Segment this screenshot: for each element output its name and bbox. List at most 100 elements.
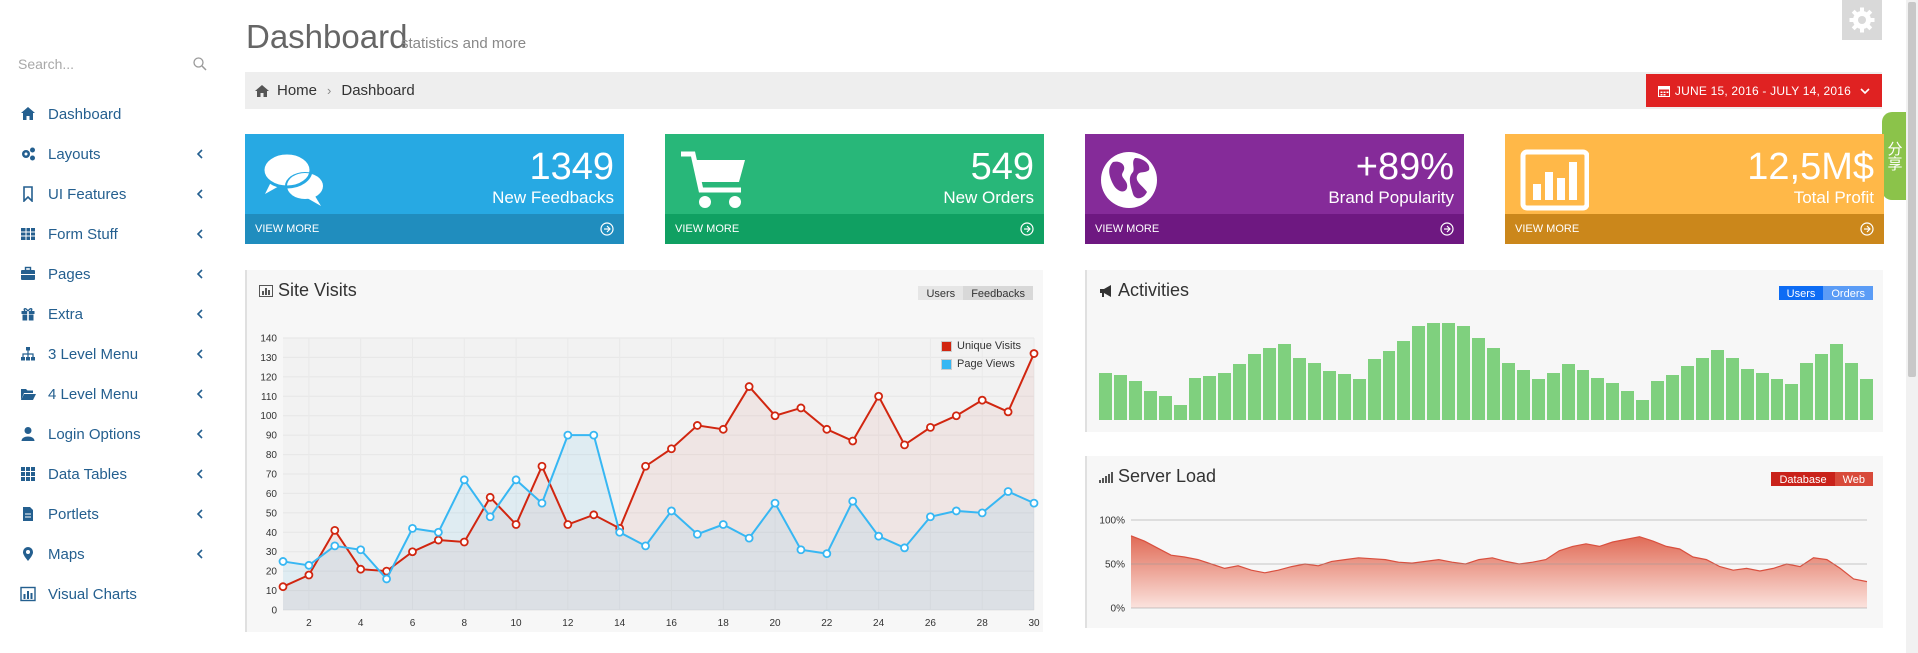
data-point — [278, 557, 288, 566]
settings-button[interactable] — [1842, 0, 1882, 40]
sidebar-menu: Dashboard Layouts UI Features Form Stuff Pag… — [0, 94, 225, 614]
sidebar-item-layouts[interactable]: Layouts — [0, 134, 225, 174]
date-range-text: JUNE 15, 2016 - JULY 14, 2016 — [1674, 83, 1852, 98]
page-scrollbar[interactable] — [1906, 0, 1918, 653]
activity-bar — [1651, 381, 1665, 420]
sidebar-item-pages[interactable]: Pages — [0, 254, 225, 294]
sidebar-item-data-tables[interactable]: Data Tables — [0, 454, 225, 494]
data-point — [511, 475, 521, 485]
user-icon — [21, 427, 35, 441]
breadcrumb-current: Dashboard — [341, 82, 415, 99]
bar-chart-icon — [259, 284, 273, 297]
x-tick-label: 16 — [666, 618, 678, 629]
activity-bar — [1188, 377, 1202, 420]
data-point — [382, 574, 391, 584]
activities-title: Activities — [1118, 280, 1190, 300]
tab-users[interactable]: Users — [1778, 286, 1824, 300]
x-tick-label: 30 — [1028, 618, 1040, 629]
activity-bar — [1352, 378, 1366, 420]
data-point — [433, 527, 443, 537]
data-point — [874, 531, 884, 541]
sidebar-item-dashboard[interactable]: Dashboard — [0, 94, 225, 134]
activity-bar — [1099, 372, 1112, 420]
tile-label: New Orders — [943, 188, 1034, 207]
chevron-left-icon — [196, 389, 203, 399]
view-more-link[interactable]: VIEW MORE — [245, 214, 624, 244]
arrow-circle-right-icon — [1020, 222, 1034, 236]
sidebar-item-label: 3 Level Menu — [48, 345, 139, 363]
data-point — [304, 570, 314, 580]
tile-value: +89% — [1355, 146, 1454, 188]
y-tick-label: 70 — [266, 470, 278, 481]
activity-bar — [1845, 362, 1859, 420]
view-more-text: VIEW MORE — [255, 223, 320, 235]
tab-web[interactable]: Web — [1834, 472, 1873, 486]
sidebar-item-extra[interactable]: Extra — [0, 294, 225, 334]
data-point — [744, 382, 754, 391]
legend-label: Page Views — [957, 358, 1015, 370]
data-point — [848, 496, 858, 506]
comments-icon — [261, 151, 325, 206]
y-tick-label: 0% — [1111, 604, 1126, 615]
data-point — [692, 529, 702, 539]
legend-swatch — [941, 340, 952, 352]
load-line — [1130, 535, 1868, 583]
sidebar-item-4-level-menu[interactable]: 4 Level Menu — [0, 374, 225, 414]
sidebar-item-form-stuff[interactable]: Form Stuff — [0, 214, 225, 254]
share-tab[interactable]: 分享 — [1882, 112, 1906, 200]
panel-title: Activities — [1099, 280, 1189, 301]
view-more-link[interactable]: VIEW MORE — [1505, 214, 1884, 244]
data-point — [1029, 498, 1039, 508]
sidebar-item-label: Visual Charts — [48, 585, 137, 603]
scrollbar-thumb[interactable] — [1908, 2, 1916, 377]
server-load-title: Server Load — [1118, 466, 1217, 486]
data-point — [537, 498, 547, 508]
activity-bar — [1695, 357, 1709, 420]
tab-users[interactable]: Users — [918, 286, 964, 300]
y-tick-label: 130 — [260, 353, 277, 364]
chevron-left-icon — [196, 429, 203, 439]
view-more-link[interactable]: VIEW MORE — [1085, 214, 1464, 244]
data-point — [667, 506, 676, 516]
y-tick-label: 20 — [266, 567, 278, 578]
tab-database[interactable]: Database — [1771, 472, 1835, 486]
date-range-picker[interactable]: JUNE 15, 2016 - JULY 14, 2016 — [1646, 74, 1882, 107]
tile-new-feedbacks: 1349 New Feedbacks VIEW MORE — [245, 134, 624, 244]
sidebar-search — [18, 52, 208, 76]
globe-icon — [1101, 152, 1157, 208]
data-point — [330, 525, 340, 535]
tab-orders[interactable]: Orders — [1823, 286, 1873, 300]
breadcrumb-home-link[interactable]: Home — [277, 82, 318, 99]
activity-bar — [1516, 370, 1530, 420]
x-tick-label: 18 — [718, 618, 730, 629]
series-line — [282, 434, 1035, 581]
search-input[interactable] — [18, 52, 208, 76]
data-point — [951, 411, 961, 421]
activities-panel: Activities Users Orders — [1085, 270, 1883, 432]
sidebar-item-portlets[interactable]: Portlets — [0, 494, 225, 534]
site-visits-tabs: Users Feedbacks — [918, 286, 1033, 300]
y-tick-label: 100 — [260, 411, 277, 422]
data-point — [822, 549, 832, 559]
site-visits-panel: Site Visits Users Feedbacks 0 10 20 30 40 50 6… — [245, 270, 1043, 632]
sidebar-item-maps[interactable]: Maps — [0, 534, 225, 574]
activity-bar — [1770, 378, 1784, 420]
x-tick-label: 22 — [821, 618, 833, 629]
sidebar-item-login-options[interactable]: Login Options — [0, 414, 225, 454]
sidebar-item-3-level-menu[interactable]: 3 Level Menu — [0, 334, 225, 374]
activity-bar — [1501, 362, 1515, 420]
tile-label: Total Profit — [1793, 188, 1874, 207]
sidebar-item-label: UI Features — [48, 185, 127, 203]
search-icon[interactable] — [192, 56, 208, 72]
view-more-link[interactable]: VIEW MORE — [665, 214, 1044, 244]
sidebar-item-ui-features[interactable]: UI Features — [0, 174, 225, 214]
folder-open-icon — [21, 389, 36, 400]
sidebar-item-visual-charts[interactable]: Visual Charts — [0, 574, 225, 614]
activity-bar — [1337, 373, 1351, 420]
data-point — [511, 520, 521, 529]
activity-bar — [1621, 391, 1635, 420]
tab-feedbacks[interactable]: Feedbacks — [963, 286, 1033, 300]
sidebar-item-label: 4 Level Menu — [48, 385, 139, 403]
